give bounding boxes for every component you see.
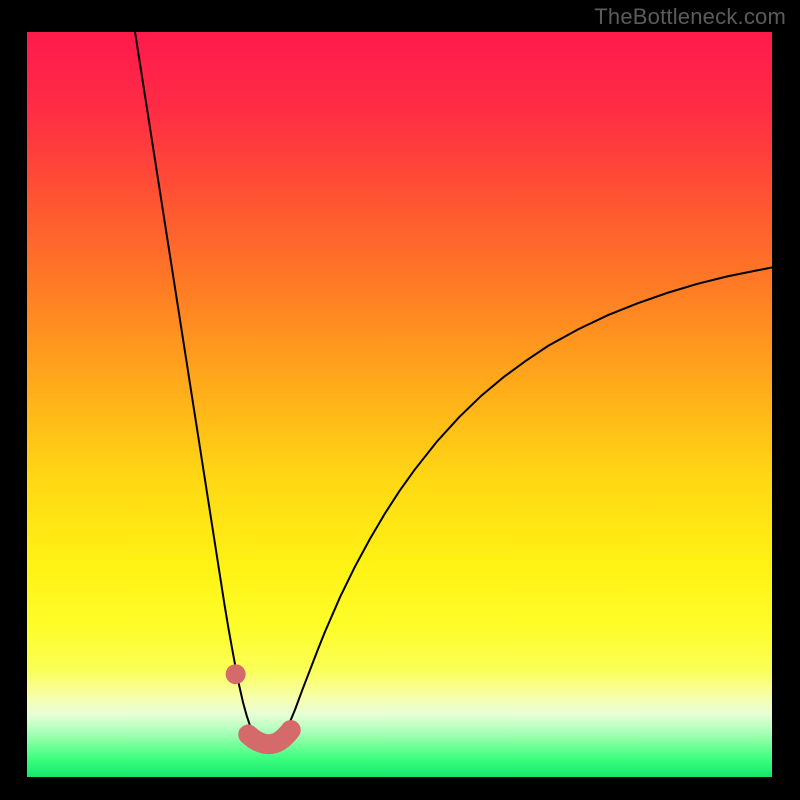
- plot-background: [27, 32, 772, 777]
- optimal-point-marker: [226, 664, 246, 684]
- chart-frame: TheBottleneck.com: [0, 0, 800, 800]
- bottleneck-chart: [0, 0, 800, 800]
